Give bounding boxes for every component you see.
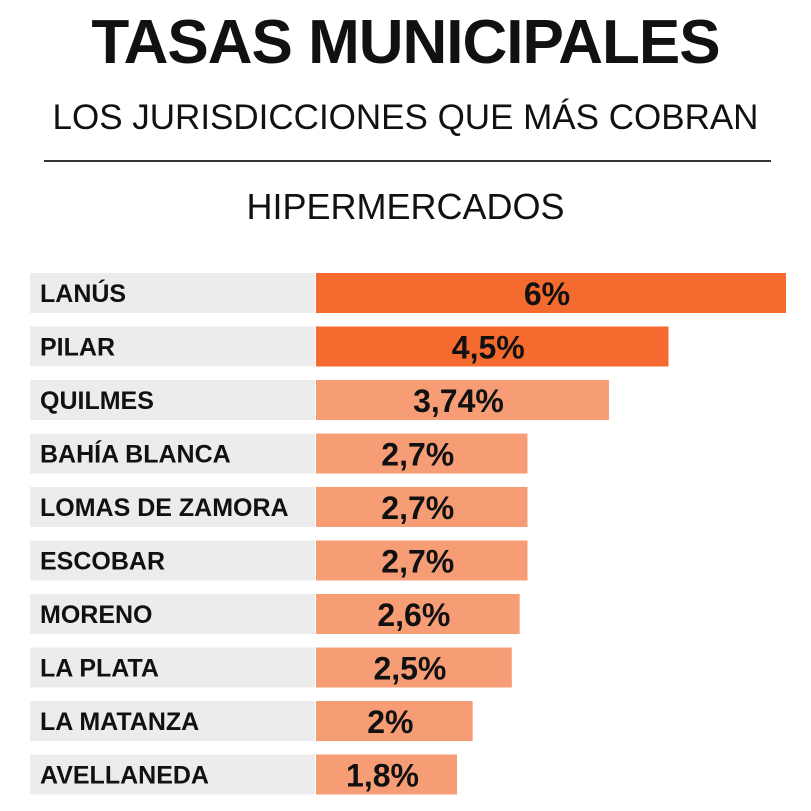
value-label: 2,5% (373, 651, 446, 687)
bar (316, 701, 473, 741)
value-label: 3,74% (413, 383, 504, 419)
value-label: 1,8% (346, 758, 419, 794)
divider (44, 160, 771, 162)
chart-row: QUILMES 3,74% (30, 380, 609, 420)
chart-row: LANÚS 6% (30, 273, 786, 313)
bar (316, 273, 786, 313)
chart-row: ESCOBAR 2,7% (30, 540, 528, 581)
value-label: 6% (524, 276, 570, 312)
row-label-bg (30, 594, 315, 634)
value-label: 2,7% (381, 544, 454, 580)
category-label: MORENO (40, 601, 153, 629)
bar (316, 326, 669, 367)
chart-row: LA MATANZA 2% (30, 701, 473, 741)
bar (316, 487, 528, 527)
bar (316, 380, 609, 420)
row-label-bg (30, 647, 315, 688)
row-label-bg (30, 487, 315, 527)
chart-row: LA PLATA 2,5% (30, 647, 512, 688)
category-label: BAHÍA BLANCA (40, 440, 231, 469)
row-label-bg (30, 701, 315, 741)
value-label: 2,7% (381, 490, 454, 526)
bar (316, 433, 528, 474)
value-label: 2,7% (381, 437, 454, 473)
value-label: 2% (367, 704, 413, 740)
row-label-bg (30, 433, 315, 474)
page-title: TASAS MUNICIPALES (91, 8, 720, 77)
category-label: ESCOBAR (40, 548, 165, 576)
value-label: 4,5% (452, 330, 525, 366)
row-label-bg (30, 754, 315, 795)
category-label: LANÚS (40, 278, 126, 308)
bar (316, 647, 512, 688)
bar (316, 594, 520, 634)
category-label: AVELLANEDA (40, 762, 209, 790)
chart-row: MORENO 2,6% (30, 594, 520, 634)
bar (316, 540, 528, 581)
bar (316, 754, 457, 795)
chart-row: BAHÍA BLANCA 2,7% (30, 433, 528, 474)
chart-row: PILAR 4,5% (30, 326, 669, 367)
chart-title: HIPERMERCADOS (246, 186, 565, 227)
category-label: LA MATANZA (40, 708, 199, 736)
page-subtitle: LOS JURISDICCIONES QUE MÁS COBRAN (52, 98, 759, 137)
category-label: QUILMES (40, 387, 154, 415)
row-label-bg (30, 380, 315, 420)
category-label: LOMAS DE ZAMORA (40, 494, 289, 522)
chart-row: AVELLANEDA 1,8% (30, 754, 457, 795)
category-label: PILAR (40, 334, 115, 362)
value-label: 2,6% (377, 597, 450, 633)
row-label-bg (30, 540, 315, 581)
row-label-bg (30, 326, 315, 367)
category-label: LA PLATA (40, 655, 159, 683)
chart-row: LOMAS DE ZAMORA 2,7% (30, 487, 528, 527)
row-label-bg (30, 273, 315, 313)
